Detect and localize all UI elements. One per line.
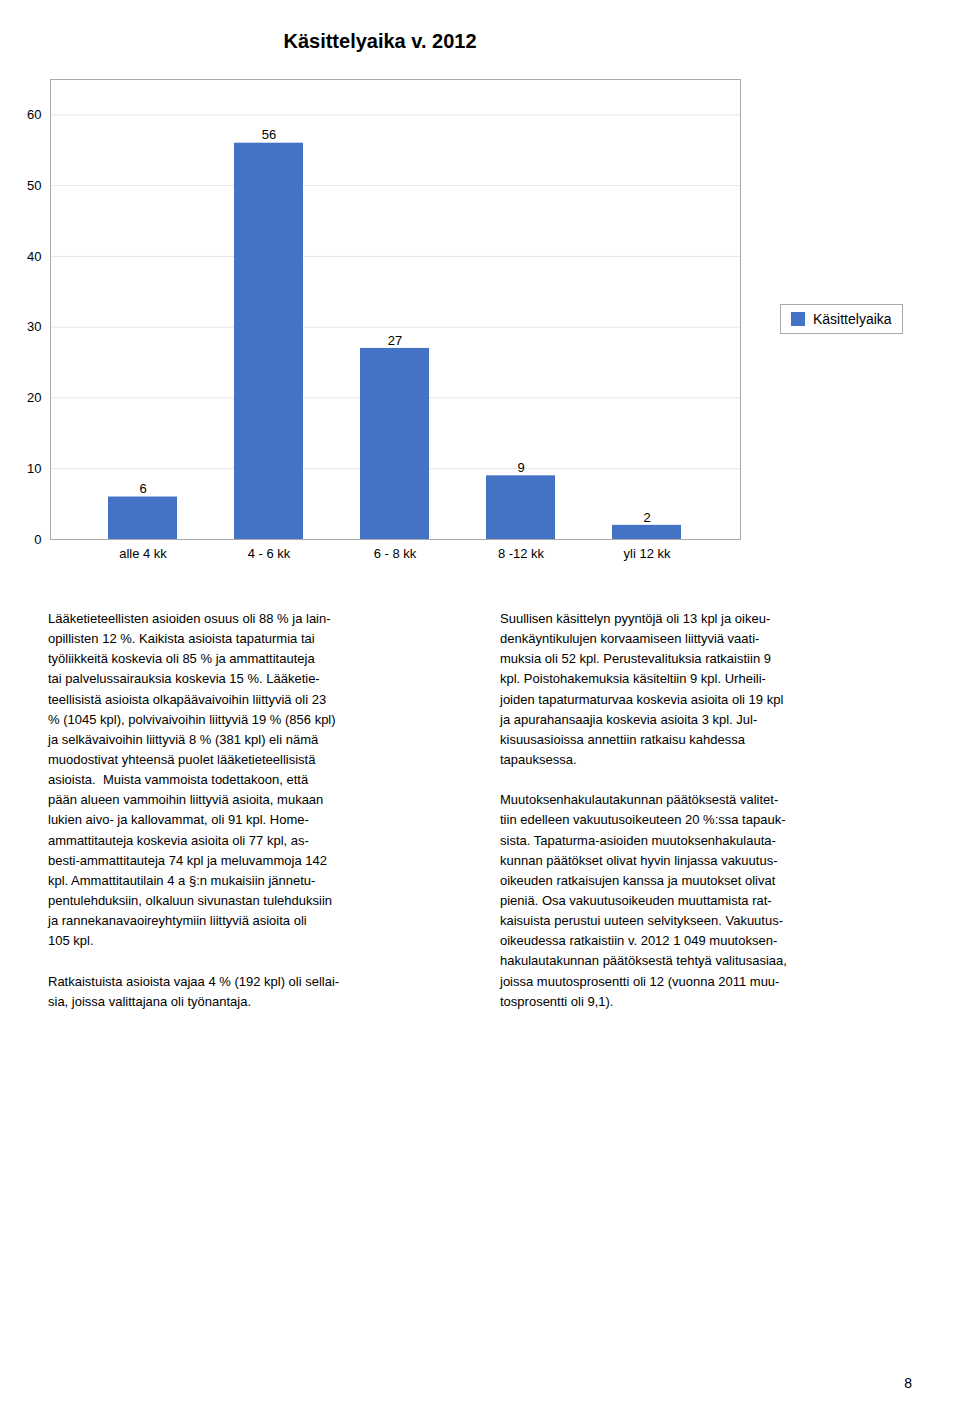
svg-text:40: 40	[27, 249, 41, 264]
svg-text:9: 9	[517, 460, 524, 475]
html-text:Suullisen käsittelyn pyyntöjä: Suullisen käsittelyn pyyntöjä oli 13 kpl…	[500, 611, 787, 1009]
svg-text:56: 56	[262, 127, 276, 142]
svg-text:27: 27	[388, 333, 402, 348]
svg-text:4 - 6 kk: 4 - 6 kk	[248, 546, 291, 561]
svg-text:alle 4 kk: alle 4 kk	[119, 546, 167, 561]
svg-text:10: 10	[27, 461, 41, 476]
svg-text:30: 30	[27, 319, 41, 334]
html-text:Käsittelyaika v. 2012: Käsittelyaika v. 2012	[283, 30, 477, 52]
svg-text:50: 50	[27, 178, 41, 193]
html-text:Lääketieteellisten asioiden os: Lääketieteellisten asioiden osuus oli 88…	[48, 611, 340, 1009]
svg-text:6: 6	[139, 481, 146, 496]
html-text:Käsittelyaika: Käsittelyaika	[813, 311, 892, 327]
svg-text:0: 0	[34, 532, 41, 547]
svg-text:2: 2	[643, 510, 650, 525]
svg-text:20: 20	[27, 390, 41, 405]
html-text:8: 8	[904, 1375, 912, 1391]
svg-text:6 - 8 kk: 6 - 8 kk	[374, 546, 417, 561]
svg-text:60: 60	[27, 107, 41, 122]
svg-text:8 -12 kk: 8 -12 kk	[498, 546, 545, 561]
svg-text:yli 12 kk: yli 12 kk	[624, 546, 671, 561]
